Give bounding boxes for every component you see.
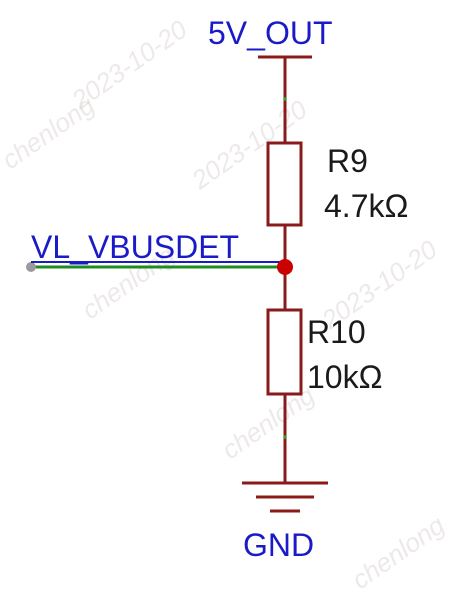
r9-value: 4.7kΩ bbox=[324, 188, 408, 224]
junction-dot bbox=[277, 259, 293, 275]
resistor-r9-body bbox=[266, 141, 303, 227]
watermark-name-1: chenlong bbox=[0, 89, 100, 174]
signal-wire-endpoint bbox=[26, 262, 36, 272]
r10-value: 10kΩ bbox=[307, 359, 383, 395]
watermark-date-2: 2023-10-20 bbox=[185, 94, 312, 196]
watermark: 2023-10-20 chenlong 2023-10-20 chenlong … bbox=[0, 14, 450, 595]
signal-net-label: VL_VBUSDET bbox=[31, 229, 239, 265]
power-net-label: 5V_OUT bbox=[208, 15, 332, 51]
watermark-name-4: chenlong bbox=[346, 509, 450, 594]
ground-icon bbox=[242, 481, 328, 513]
r10-designator: R10 bbox=[307, 314, 366, 350]
resistor-r10-body bbox=[266, 308, 303, 396]
r9-designator: R9 bbox=[327, 143, 368, 179]
ground-net-label: GND bbox=[243, 527, 314, 563]
wire-point bbox=[283, 97, 287, 101]
wire-point bbox=[283, 435, 287, 439]
